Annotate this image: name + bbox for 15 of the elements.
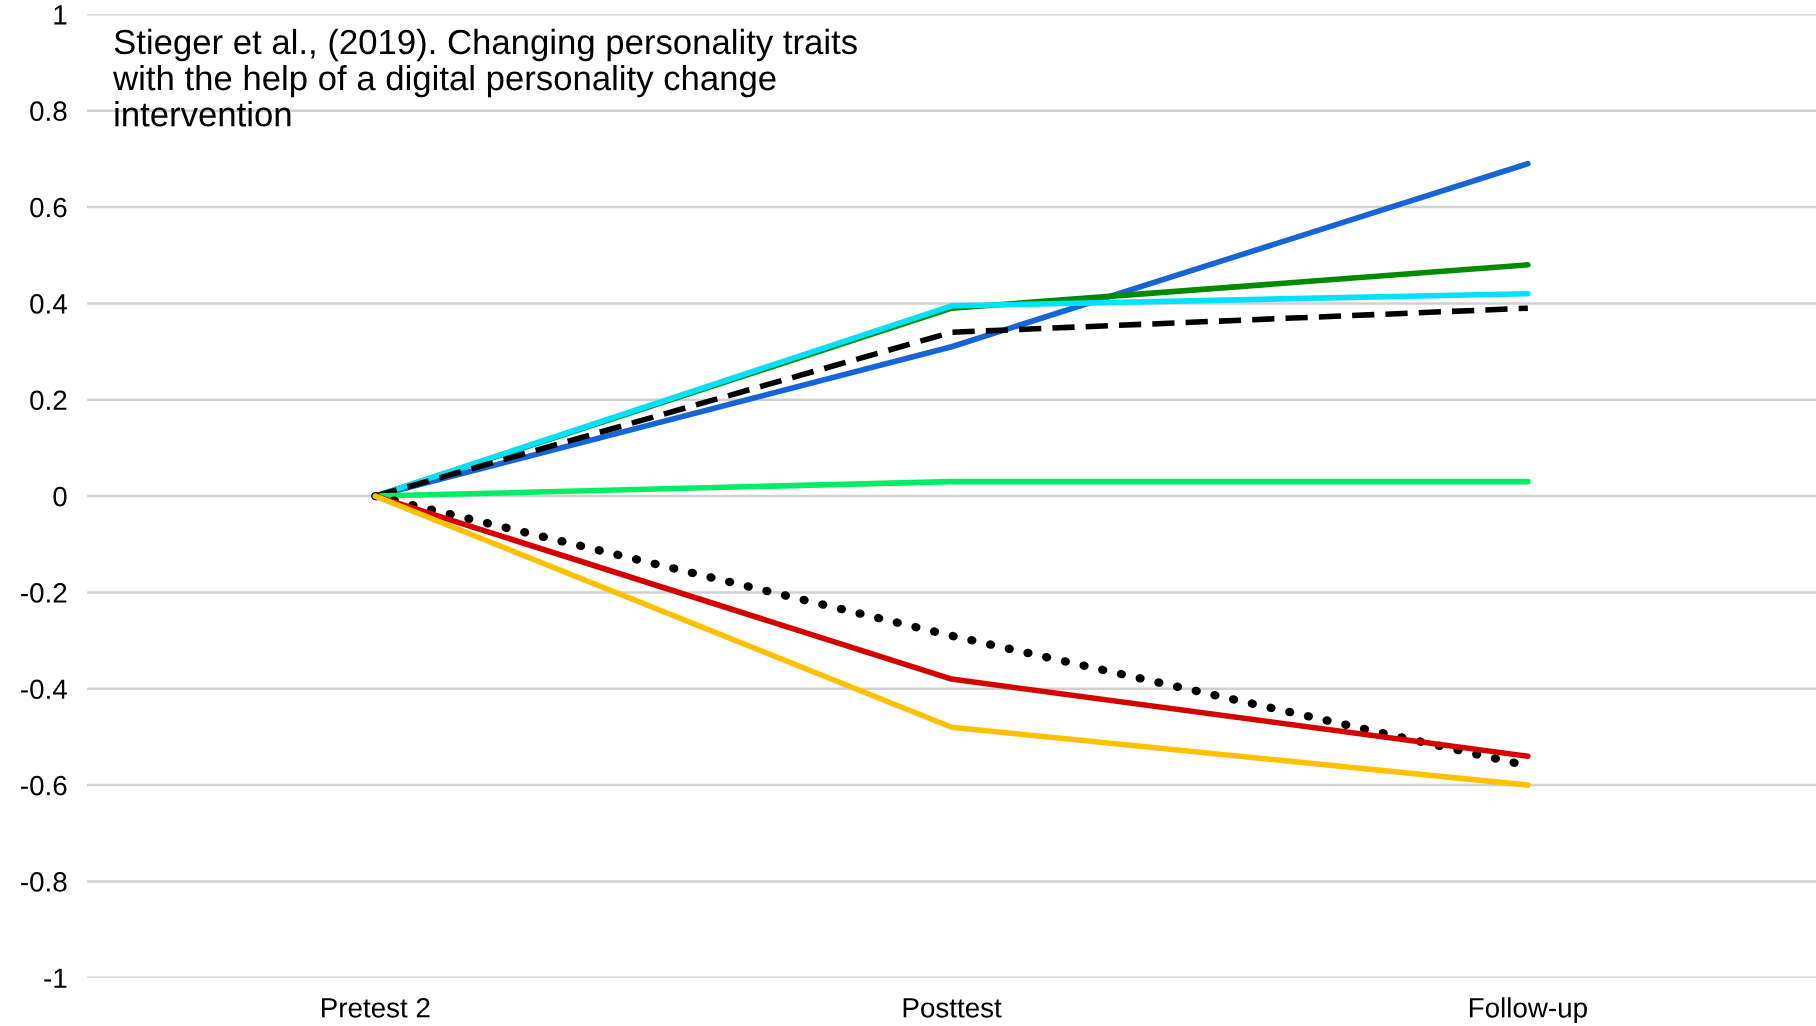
y-tick-label: 0 (53, 486, 67, 507)
y-tick-label: 0.6 (30, 197, 67, 218)
y-tick-label: -0.4 (21, 679, 67, 700)
y-tick-label: 0.2 (30, 390, 67, 411)
y-tick-label: 0.8 (30, 101, 67, 122)
y-tick-label: 1 (54, 5, 67, 25)
y-tick-label: 0.4 (30, 294, 67, 314)
x-tick-label: Pretest 2 (322, 997, 430, 1018)
x-tick-label: Posttest (903, 998, 1002, 1018)
y-tick-label: -1 (44, 968, 67, 988)
y-tick-label: -0.2 (21, 583, 67, 603)
x-tick-label: Follow-up (1469, 997, 1587, 1024)
y-tick-label: -0.6 (21, 775, 67, 796)
annotation: Stieger et al., (2019). Changing personality traits with the help of a digital personality change intervention (113, 28, 857, 127)
y-tick-label: -0.8 (21, 872, 67, 892)
